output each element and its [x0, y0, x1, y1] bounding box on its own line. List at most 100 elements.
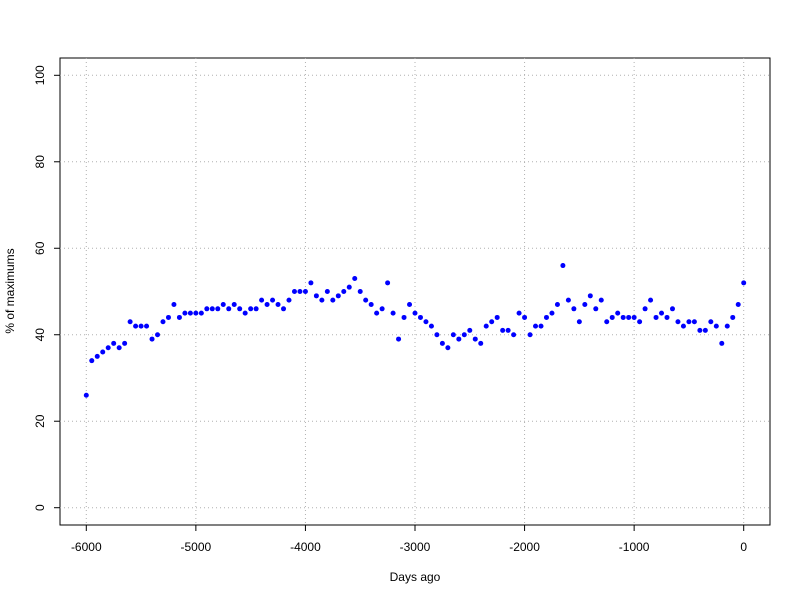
point: [489, 319, 495, 325]
point: [198, 310, 204, 316]
point: [105, 345, 111, 351]
y-tick-label: 80: [33, 155, 47, 169]
point: [735, 301, 741, 307]
x-tick-label: -3000: [400, 540, 431, 554]
point: [423, 319, 429, 325]
point: [248, 306, 254, 312]
point: [144, 323, 150, 329]
point: [357, 289, 363, 294]
point: [686, 319, 692, 325]
point: [401, 314, 407, 320]
point: [374, 310, 380, 316]
point: [363, 297, 369, 303]
point: [286, 297, 292, 303]
point: [176, 314, 182, 320]
point: [675, 319, 681, 325]
point: [593, 306, 599, 312]
point: [719, 340, 725, 346]
point: [297, 289, 303, 294]
point: [472, 336, 478, 342]
point: [193, 310, 199, 316]
point: [697, 327, 703, 333]
point: [253, 306, 259, 312]
point: [702, 327, 708, 333]
point: [560, 263, 566, 269]
point: [319, 297, 325, 303]
point: [576, 319, 582, 325]
point: [680, 323, 686, 329]
point: [270, 297, 276, 303]
point: [637, 319, 643, 325]
point: [352, 276, 358, 282]
point: [615, 310, 621, 316]
x-axis-label: Days ago: [390, 570, 441, 584]
point: [209, 306, 215, 312]
point: [155, 332, 161, 338]
point: [138, 323, 144, 329]
point: [368, 301, 374, 307]
point: [626, 314, 632, 320]
point: [582, 301, 588, 307]
point: [160, 319, 166, 325]
x-tick-label: -5000: [181, 540, 212, 554]
point: [127, 319, 133, 325]
point: [571, 306, 577, 312]
x-tick-label: -1000: [619, 540, 650, 554]
point: [116, 345, 122, 351]
point: [631, 314, 637, 320]
point: [664, 314, 670, 320]
point: [313, 293, 319, 299]
point: [220, 301, 226, 307]
point: [565, 297, 571, 303]
point: [456, 336, 462, 342]
point: [609, 314, 615, 320]
point: [713, 323, 719, 329]
point: [516, 310, 522, 316]
point: [89, 358, 95, 364]
point: [467, 327, 473, 333]
point: [407, 301, 413, 307]
point: [500, 327, 506, 333]
point: [653, 314, 659, 320]
point: [741, 280, 747, 286]
point: [100, 349, 106, 355]
point: [604, 319, 610, 325]
point: [259, 297, 265, 303]
point: [346, 284, 352, 290]
x-tick-label: 0: [740, 540, 747, 554]
point: [341, 289, 347, 294]
point: [165, 314, 171, 320]
point: [554, 301, 560, 307]
x-tick-label: -6000: [71, 540, 102, 554]
y-tick-label: 100: [33, 65, 47, 85]
point: [281, 306, 287, 312]
point: [396, 336, 402, 342]
point: [417, 314, 423, 320]
y-tick-label: 60: [33, 241, 47, 255]
point: [642, 306, 648, 312]
point: [708, 319, 714, 325]
point: [390, 310, 396, 316]
point: [275, 301, 281, 307]
point: [242, 310, 248, 316]
point: [412, 310, 418, 316]
y-tick-label: 20: [33, 414, 47, 428]
y-axis-label: % of maximums: [3, 248, 17, 333]
point: [494, 314, 500, 320]
point: [691, 319, 697, 325]
point: [587, 293, 593, 299]
point: [511, 332, 517, 338]
point: [648, 297, 654, 303]
point: [379, 306, 385, 312]
point: [330, 297, 336, 303]
point: [237, 306, 243, 312]
point: [171, 301, 177, 307]
point: [538, 323, 544, 329]
point: [122, 340, 128, 346]
point: [149, 336, 155, 342]
point: [445, 345, 451, 351]
point: [83, 392, 89, 398]
point: [669, 306, 675, 312]
point: [264, 301, 270, 307]
point: [111, 340, 117, 346]
